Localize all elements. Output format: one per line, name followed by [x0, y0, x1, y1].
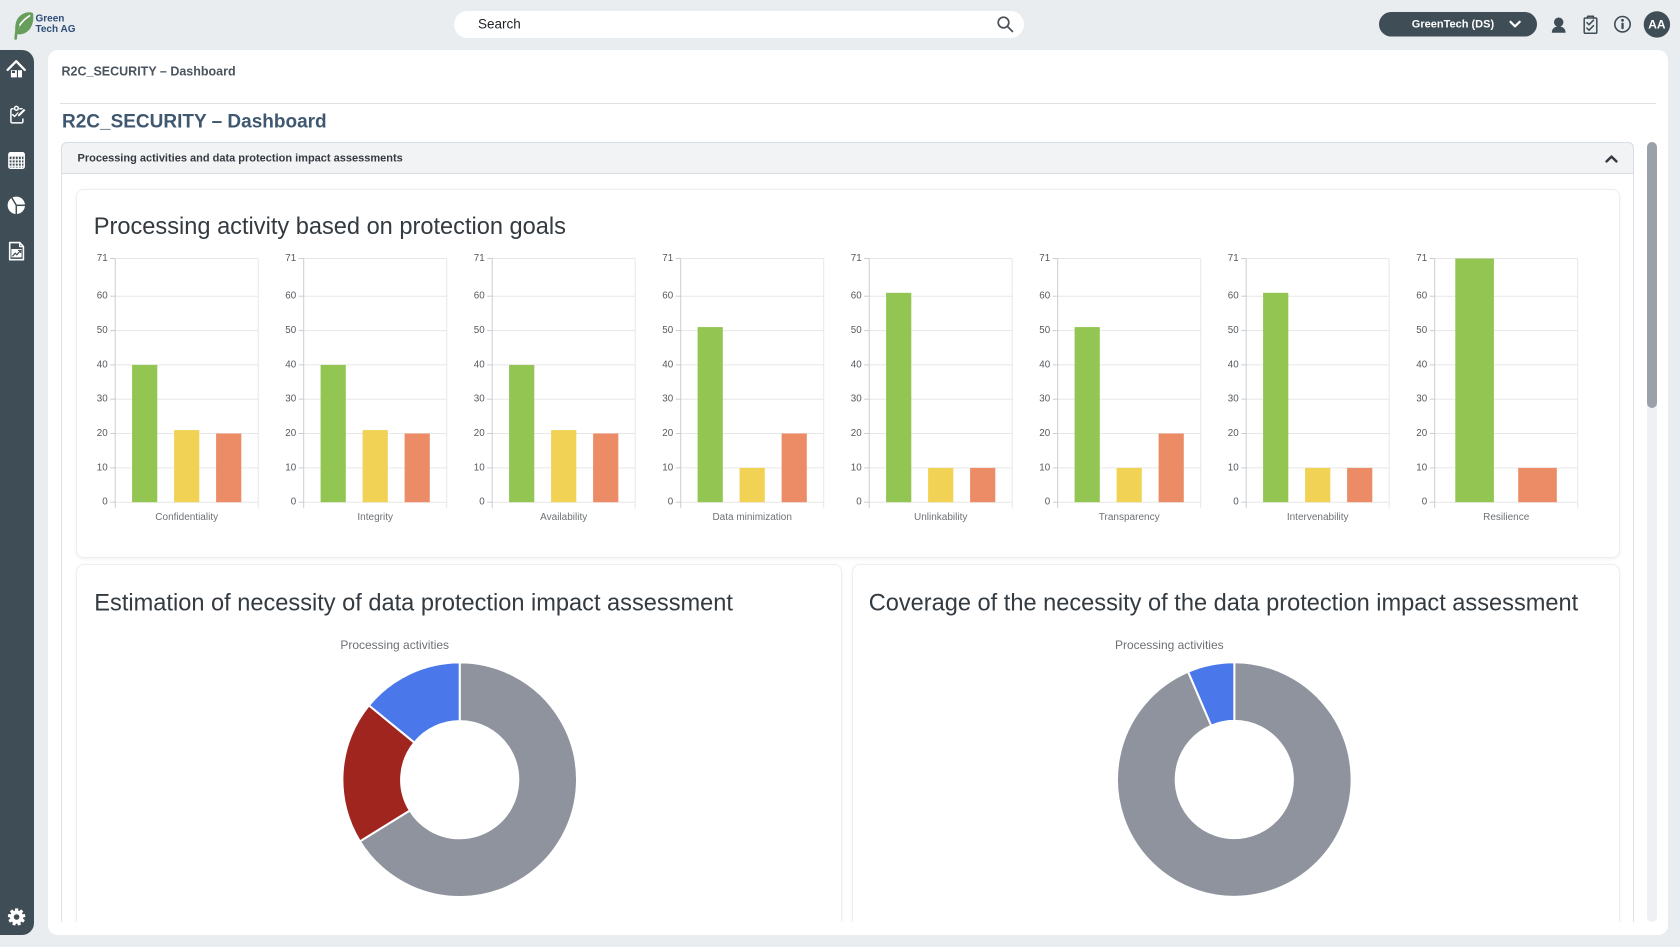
svg-text:0: 0 [1233, 497, 1239, 508]
svg-text:R2C_SECURITY – Dashboard: R2C_SECURITY – Dashboard [62, 65, 236, 79]
svg-text:0: 0 [856, 497, 862, 508]
svg-text:71: 71 [1228, 253, 1239, 264]
svg-text:20: 20 [285, 428, 296, 439]
svg-text:Unlinkability: Unlinkability [914, 512, 967, 523]
svg-text:71: 71 [851, 253, 862, 264]
svg-text:20: 20 [662, 428, 673, 439]
svg-text:50: 50 [662, 325, 673, 336]
svg-text:20: 20 [1416, 428, 1427, 439]
svg-text:0: 0 [479, 497, 485, 508]
svg-text:30: 30 [851, 394, 862, 405]
svg-text:40: 40 [474, 359, 485, 370]
svg-text:50: 50 [474, 325, 485, 336]
svg-text:30: 30 [285, 394, 296, 405]
svg-text:10: 10 [1228, 462, 1239, 473]
svg-text:40: 40 [285, 359, 296, 370]
svg-text:60: 60 [662, 291, 673, 302]
svg-text:40: 40 [851, 359, 862, 370]
svg-text:10: 10 [1416, 462, 1427, 473]
svg-text:0: 0 [291, 497, 297, 508]
svg-text:30: 30 [97, 394, 108, 405]
svg-text:71: 71 [474, 253, 485, 264]
svg-text:0: 0 [668, 497, 674, 508]
svg-text:Resilience: Resilience [1483, 512, 1530, 523]
svg-text:30: 30 [1228, 394, 1239, 405]
svg-text:30: 30 [474, 394, 485, 405]
svg-text:Green: Green [36, 14, 65, 25]
svg-text:Processing activities: Processing activities [1115, 638, 1224, 652]
svg-text:Tech AG: Tech AG [36, 24, 76, 35]
svg-text:71: 71 [285, 253, 296, 264]
svg-text:20: 20 [1039, 428, 1050, 439]
svg-text:Processing activities and data: Processing activities and data protectio… [78, 152, 403, 164]
svg-text:30: 30 [1416, 394, 1427, 405]
svg-text:10: 10 [97, 462, 108, 473]
svg-text:Intervenability: Intervenability [1287, 512, 1349, 523]
svg-text:0: 0 [1045, 497, 1051, 508]
svg-text:20: 20 [474, 428, 485, 439]
svg-text:20: 20 [97, 428, 108, 439]
svg-text:Search: Search [478, 16, 521, 31]
svg-text:40: 40 [1416, 359, 1427, 370]
svg-text:AA: AA [1648, 17, 1666, 31]
svg-text:Processing activity based on p: Processing activity based on protection … [94, 214, 566, 240]
svg-text:40: 40 [1228, 359, 1239, 370]
svg-text:Coverage of the necessity of t: Coverage of the necessity of the data pr… [869, 591, 1579, 617]
svg-text:60: 60 [851, 291, 862, 302]
svg-text:10: 10 [285, 462, 296, 473]
svg-text:Integrity: Integrity [357, 512, 393, 523]
svg-text:0: 0 [102, 497, 108, 508]
svg-text:60: 60 [1416, 291, 1427, 302]
svg-text:50: 50 [285, 325, 296, 336]
svg-text:50: 50 [1416, 325, 1427, 336]
svg-text:30: 30 [662, 394, 673, 405]
svg-text:10: 10 [662, 462, 673, 473]
svg-text:Processing activities: Processing activities [340, 638, 449, 652]
svg-text:Data minimization: Data minimization [712, 512, 791, 523]
svg-text:GreenTech (DS): GreenTech (DS) [1412, 18, 1495, 30]
svg-text:Transparency: Transparency [1099, 512, 1160, 523]
svg-text:50: 50 [1039, 325, 1050, 336]
svg-text:Estimation of necessity of dat: Estimation of necessity of data protecti… [94, 591, 733, 617]
svg-text:40: 40 [662, 359, 673, 370]
svg-text:Confidentiality: Confidentiality [155, 512, 218, 523]
svg-text:20: 20 [1228, 428, 1239, 439]
svg-text:20: 20 [851, 428, 862, 439]
svg-text:50: 50 [97, 325, 108, 336]
svg-text:0: 0 [1422, 497, 1428, 508]
svg-text:60: 60 [1228, 291, 1239, 302]
svg-text:Availability: Availability [540, 512, 587, 523]
svg-text:71: 71 [662, 253, 673, 264]
svg-text:71: 71 [1039, 253, 1050, 264]
svg-text:71: 71 [97, 253, 108, 264]
svg-text:10: 10 [851, 462, 862, 473]
svg-text:10: 10 [474, 462, 485, 473]
svg-text:50: 50 [851, 325, 862, 336]
svg-text:40: 40 [1039, 359, 1050, 370]
svg-text:60: 60 [474, 291, 485, 302]
svg-text:30: 30 [1039, 394, 1050, 405]
svg-text:60: 60 [97, 291, 108, 302]
svg-text:40: 40 [97, 359, 108, 370]
svg-text:10: 10 [1039, 462, 1050, 473]
svg-text:R2C_SECURITY – Dashboard: R2C_SECURITY – Dashboard [62, 112, 327, 133]
svg-text:50: 50 [1228, 325, 1239, 336]
svg-text:71: 71 [1416, 253, 1427, 264]
svg-text:60: 60 [285, 291, 296, 302]
svg-text:60: 60 [1039, 291, 1050, 302]
